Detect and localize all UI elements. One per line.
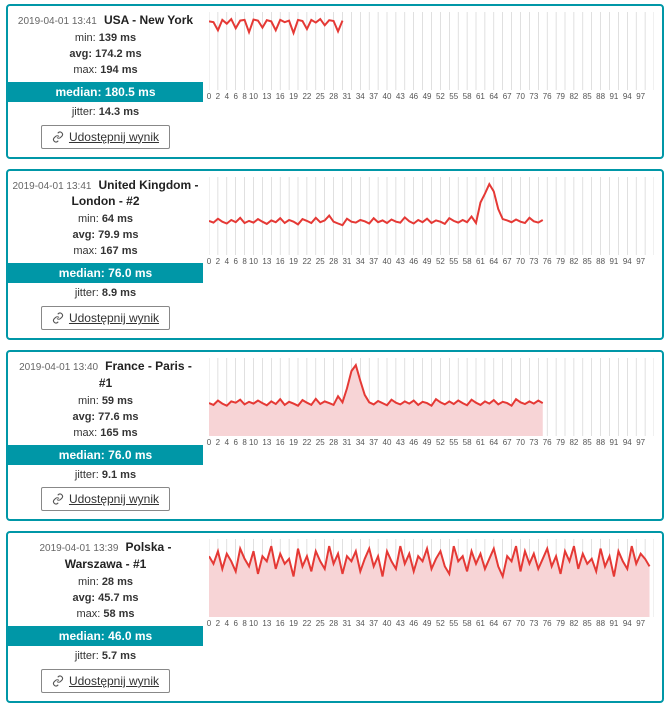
chart-area: 0246810131619222528313437404346495255586… (203, 533, 662, 700)
link-icon (52, 131, 64, 143)
stat-jitter: jitter: 5.7 ms (75, 649, 136, 665)
stat-avg: avg: 174.2 ms (69, 47, 141, 63)
timestamp: 2019-04-01 13:41 (12, 181, 91, 192)
stat-jitter: jitter: 9.1 ms (75, 468, 136, 484)
panel-title: 2019-04-01 13:41 United Kingdom - London… (12, 177, 199, 211)
median-bar: median: 46.0 ms (8, 626, 203, 646)
stats-column: 2019-04-01 13:39 Polska - Warszawa - #1 … (8, 533, 203, 700)
link-icon (52, 312, 64, 324)
latency-sparkline (209, 177, 654, 255)
share-button[interactable]: Udostępnij wynik (41, 125, 170, 149)
share-button[interactable]: Udostępnij wynik (41, 487, 170, 511)
stat-min: min: 64 ms (78, 212, 133, 228)
stat-min: min: 139 ms (75, 31, 136, 47)
stat-max: max: 167 ms (73, 244, 137, 260)
panel-title: 2019-04-01 13:39 Polska - Warszawa - #1 (12, 539, 199, 573)
latency-sparkline (209, 539, 654, 617)
result-panel: 2019-04-01 13:41 USA - New York min: 139… (6, 4, 664, 159)
chart-area: 0246810131619222528313437404346495255586… (203, 6, 662, 157)
timestamp: 2019-04-01 13:40 (19, 362, 98, 373)
stat-max: max: 58 ms (76, 607, 134, 623)
stat-jitter: jitter: 8.9 ms (75, 286, 136, 302)
share-button[interactable]: Udostępnij wynik (41, 669, 170, 693)
chart-xaxis: 0246810131619222528313437404346495255586… (209, 438, 654, 448)
result-panel: 2019-04-01 13:41 United Kingdom - London… (6, 169, 664, 340)
share-label: Udostępnij wynik (69, 311, 159, 325)
latency-sparkline (209, 12, 654, 90)
chart-area: 0246810131619222528313437404346495255586… (203, 171, 662, 338)
location-name: USA - New York (104, 13, 193, 27)
result-panel: 2019-04-01 13:40 France - Paris - #1 min… (6, 350, 664, 521)
share-button[interactable]: Udostępnij wynik (41, 306, 170, 330)
result-panel: 2019-04-01 13:39 Polska - Warszawa - #1 … (6, 531, 664, 702)
stats-column: 2019-04-01 13:40 France - Paris - #1 min… (8, 352, 203, 519)
location-name: France - Paris - #1 (99, 359, 192, 390)
stat-jitter: jitter: 14.3 ms (72, 105, 139, 121)
chart-xaxis: 0246810131619222528313437404346495255586… (209, 257, 654, 267)
panel-title: 2019-04-01 13:41 USA - New York (18, 12, 193, 29)
median-bar: median: 76.0 ms (8, 445, 203, 465)
timestamp: 2019-04-01 13:39 (39, 543, 118, 554)
stats-column: 2019-04-01 13:41 United Kingdom - London… (8, 171, 203, 338)
stat-avg: avg: 79.9 ms (72, 228, 138, 244)
chart-xaxis: 0246810131619222528313437404346495255586… (209, 92, 654, 102)
chart-xaxis: 0246810131619222528313437404346495255586… (209, 619, 654, 629)
share-label: Udostępnij wynik (69, 130, 159, 144)
stat-avg: avg: 77.6 ms (72, 410, 138, 426)
chart-area: 0246810131619222528313437404346495255586… (203, 352, 662, 519)
share-label: Udostępnij wynik (69, 492, 159, 506)
median-bar: median: 180.5 ms (8, 82, 203, 102)
stat-min: min: 28 ms (78, 575, 133, 591)
panel-title: 2019-04-01 13:40 France - Paris - #1 (12, 358, 199, 392)
stat-min: min: 59 ms (78, 394, 133, 410)
timestamp: 2019-04-01 13:41 (18, 16, 97, 27)
stat-max: max: 194 ms (73, 63, 137, 79)
link-icon (52, 493, 64, 505)
stats-column: 2019-04-01 13:41 USA - New York min: 139… (8, 6, 203, 157)
share-label: Udostępnij wynik (69, 674, 159, 688)
stat-avg: avg: 45.7 ms (72, 591, 138, 607)
latency-sparkline (209, 358, 654, 436)
stat-max: max: 165 ms (73, 426, 137, 442)
link-icon (52, 675, 64, 687)
median-bar: median: 76.0 ms (8, 263, 203, 283)
